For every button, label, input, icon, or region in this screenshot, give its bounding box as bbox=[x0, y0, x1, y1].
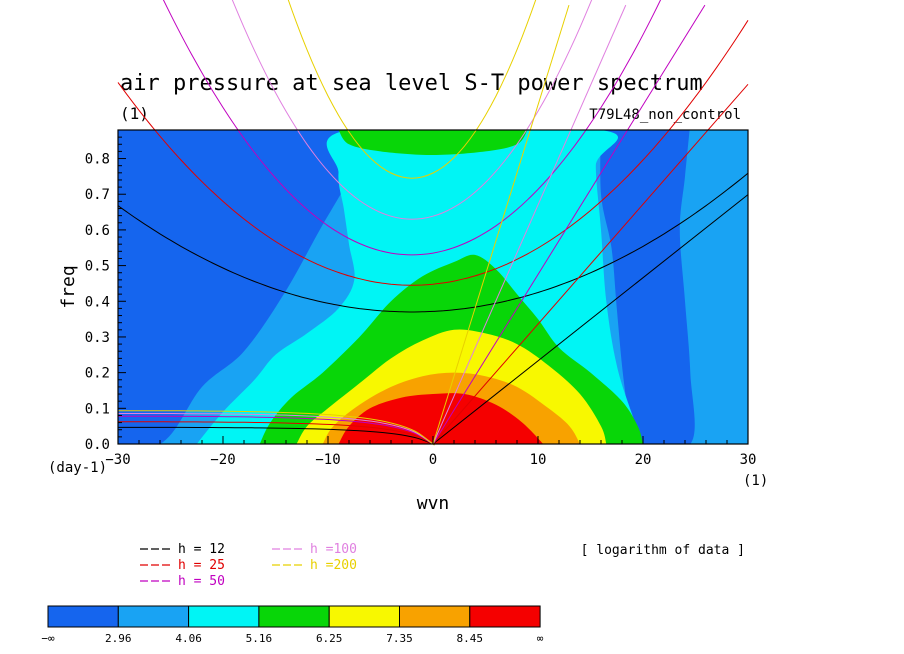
ig-curve-3 bbox=[162, 0, 662, 256]
colorbar-swatch bbox=[47, 605, 119, 628]
x-tick-label: −10 bbox=[315, 452, 340, 468]
log-note: [ logarithm of data ] bbox=[581, 543, 745, 558]
legend-label: h =100 bbox=[310, 542, 357, 557]
colorbar-swatch bbox=[188, 605, 260, 628]
dispersion-curve-layer bbox=[117, 0, 749, 446]
contour-band-3-top bbox=[338, 130, 528, 155]
rossby-curve-1 bbox=[118, 426, 435, 445]
kelvin-curve-5 bbox=[432, 4, 570, 445]
ig-curve-5 bbox=[287, 0, 537, 179]
run-name: T79L48_non_control bbox=[589, 107, 741, 123]
rossby-curve-2 bbox=[118, 421, 435, 446]
colorbar-label: 4.06 bbox=[175, 632, 202, 645]
kelvin-curve-1 bbox=[432, 194, 749, 445]
contour-band-1-gap bbox=[600, 130, 695, 444]
x-axis: −30 −20 −10 0 10 20 30 bbox=[105, 436, 756, 468]
colorbar: −∞ 2.96 4.06 5.16 6.25 7.35 8.45 ∞ bbox=[41, 605, 544, 645]
y-tick-label: 0.7 bbox=[85, 187, 110, 203]
legend-label: h = 25 bbox=[178, 558, 225, 573]
kelvin-curve-2 bbox=[432, 83, 749, 445]
legend-label: h =200 bbox=[310, 558, 357, 573]
colorbar-swatch bbox=[328, 605, 401, 628]
rossby-curve-5 bbox=[117, 410, 435, 446]
legend-entry: h =200 bbox=[272, 558, 357, 573]
ig-curve-2 bbox=[117, 20, 749, 286]
dispersion-curves-2 bbox=[117, 20, 749, 446]
y-tick-label: 0.3 bbox=[85, 330, 110, 346]
legend-entry: h = 12 bbox=[140, 542, 225, 557]
x-tick-label: 0 bbox=[429, 452, 437, 468]
dispersion-curves-3 bbox=[117, 0, 706, 446]
ig-curve-4 bbox=[231, 0, 593, 220]
colorbar-label: 2.96 bbox=[105, 632, 132, 645]
x-tick-label: 30 bbox=[740, 452, 757, 468]
colorbar-label: −∞ bbox=[41, 632, 55, 645]
y-tick-label: 0.2 bbox=[85, 366, 110, 382]
x-tick-label: −20 bbox=[210, 452, 235, 468]
colorbar-label: 8.45 bbox=[457, 632, 484, 645]
legend-label: h = 50 bbox=[178, 574, 225, 589]
y-tick-label: 0.0 bbox=[85, 437, 110, 453]
ig-curve-1 bbox=[117, 172, 749, 313]
x-tick-label: 20 bbox=[635, 452, 652, 468]
kelvin-curve-4 bbox=[432, 4, 627, 445]
title-units: (1) bbox=[120, 104, 149, 123]
y-axis-label: freq bbox=[58, 265, 79, 308]
y-tick-label: 0.8 bbox=[85, 152, 110, 168]
plot-area: −30 −20 −10 0 10 20 30 0.00.10.20.30.40.50.60.… bbox=[85, 0, 756, 468]
legend-entry: h =100 bbox=[272, 542, 357, 557]
colorbar-swatch bbox=[469, 605, 541, 628]
rossby-curve-4 bbox=[118, 413, 435, 446]
dispersion-curves-4 bbox=[118, 0, 627, 446]
kelvin-curve-3 bbox=[432, 4, 706, 445]
y-tick-label: 0.6 bbox=[85, 223, 110, 239]
x-unit-label: (1) bbox=[743, 473, 768, 489]
y-tick-label: 0.4 bbox=[85, 294, 110, 310]
chart-title: air pressure at sea level S-T power spec… bbox=[120, 71, 703, 96]
y-axis: 0.0 0.1 0.2 0.3 0.4 0.5 0.6 0.7 0.8 bbox=[85, 136, 126, 453]
legend-entry: h = 25 bbox=[140, 558, 225, 573]
x-axis-label: wvn bbox=[417, 493, 450, 514]
colorbar-swatch bbox=[399, 605, 471, 628]
y-unit-label: (day-1) bbox=[48, 460, 107, 476]
dispersion-curves-5 bbox=[117, 0, 570, 446]
legend-label: h = 12 bbox=[178, 542, 225, 557]
legend-entry: h = 50 bbox=[140, 574, 225, 589]
x-tick-label: 10 bbox=[530, 452, 547, 468]
colorbar-label: 6.25 bbox=[316, 632, 343, 645]
rossby-curve-3 bbox=[117, 415, 435, 446]
colorbar-swatch bbox=[258, 605, 330, 628]
colorbar-label: 5.16 bbox=[246, 632, 273, 645]
y-tick-label: 0.5 bbox=[85, 259, 110, 275]
x-tick-label: −30 bbox=[105, 452, 130, 468]
dispersion-curves-1 bbox=[117, 172, 749, 445]
colorbar-label: 7.35 bbox=[386, 632, 413, 645]
y-tick-label: 0.1 bbox=[85, 401, 110, 417]
colorbar-label: ∞ bbox=[537, 632, 544, 645]
colorbar-swatch bbox=[117, 605, 190, 628]
